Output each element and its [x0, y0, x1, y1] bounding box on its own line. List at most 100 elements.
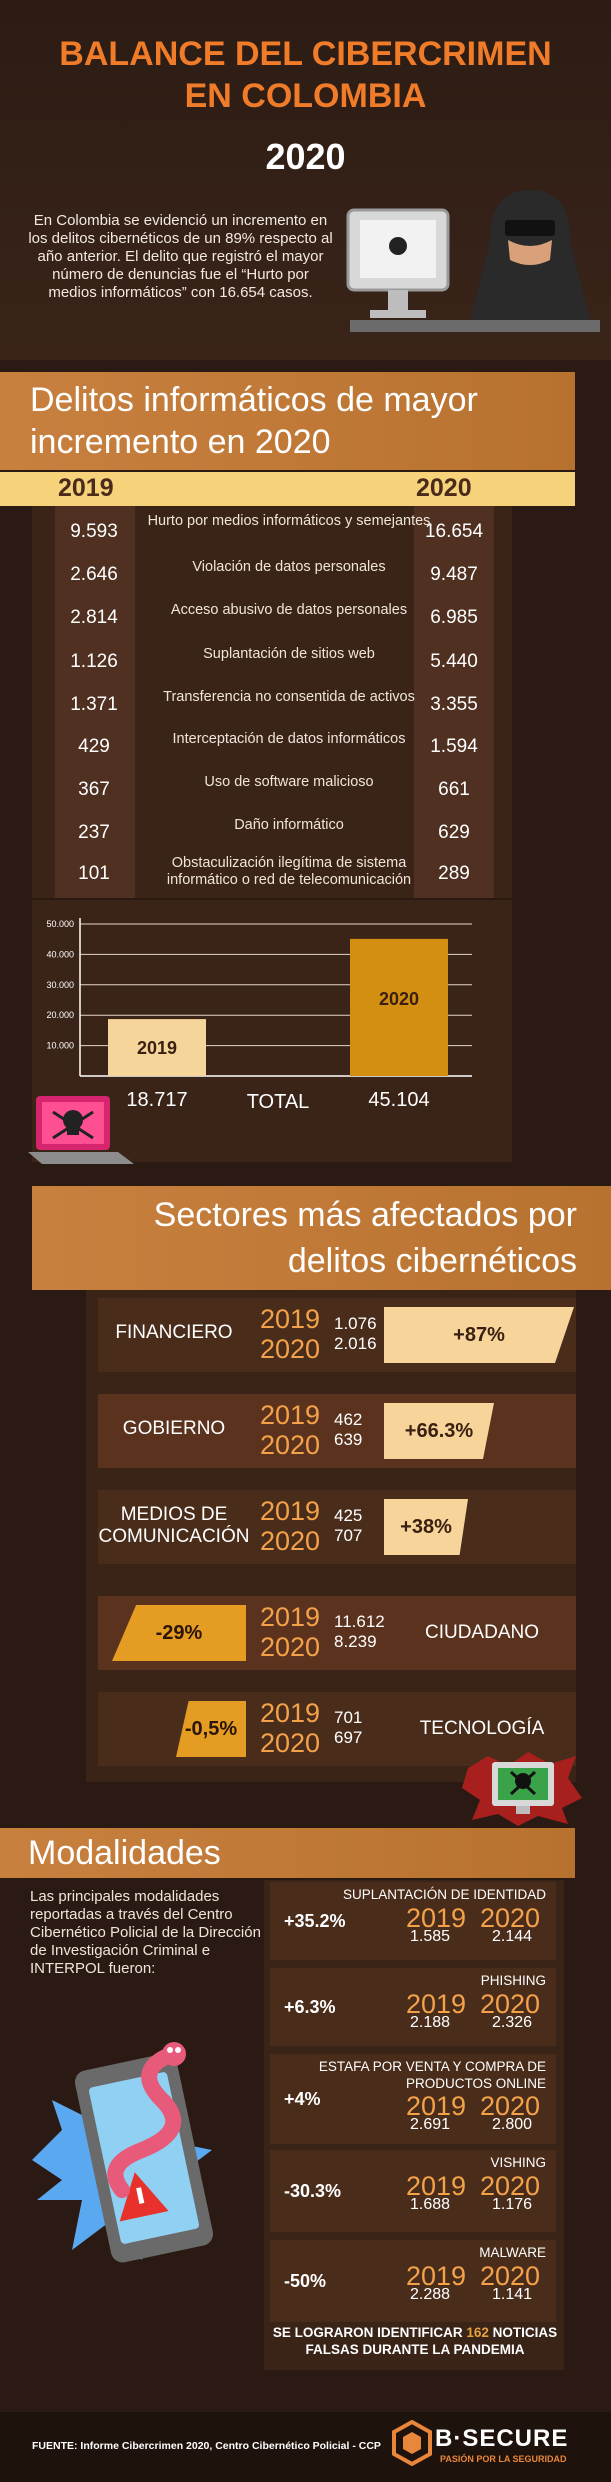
delito-label: Daño informático — [234, 817, 344, 833]
value-2019: 701 — [334, 1708, 363, 1727]
sector-values: 11.612 8.239 — [334, 1612, 385, 1652]
modalidades-heading-band: Modalidades — [0, 1828, 575, 1878]
sector-percent-badge: +87% — [384, 1307, 574, 1363]
value-2019: 429 — [78, 736, 110, 757]
sector-percent-badge: -29% — [112, 1605, 246, 1661]
year-2020: 2020 — [260, 1334, 321, 1364]
value-2020: 697 — [334, 1728, 363, 1747]
delitos-heading-band: Delitos informáticos de mayor incremento… — [0, 372, 575, 470]
y-tick-label: 30.000 — [46, 980, 74, 990]
laptop-skull-illustration — [28, 1096, 134, 1164]
delitos-year-row: 2019 2020 — [0, 472, 575, 506]
bar-2020 — [350, 938, 448, 1076]
year-2019: 2019 — [260, 1602, 321, 1632]
modalidad-year-2019: 2019 — [406, 2091, 467, 2121]
modalidad-value-2019: 2.288 — [410, 2286, 451, 2303]
sector-row: MEDIOS DE COMUNICACIÓN 2019 2020 425 707 +38% — [98, 1490, 576, 1564]
modalidad-percent: +35.2% — [284, 1911, 346, 1931]
value-2019: 1.126 — [70, 651, 118, 672]
modalidad-value-2020: 2.326 — [492, 2014, 533, 2031]
delitos-year-2020: 2020 — [416, 474, 472, 502]
value-2019: 237 — [78, 822, 110, 843]
sector-percent-badge: +38% — [384, 1499, 468, 1555]
modalidad-name: PHISHING — [480, 1973, 546, 1988]
title-line-2: EN COLOMBIA — [184, 77, 427, 115]
modalidad-percent: +4% — [284, 2089, 321, 2109]
value-2019: 425 — [334, 1506, 363, 1525]
sector-name: CIUDADANO — [424, 1622, 539, 1643]
modalidad-year-2020: 2020 — [480, 2171, 541, 2201]
delito-label: Obstaculización ilegítima de sistema inf… — [166, 855, 412, 888]
delito-label: Hurto por medios informáticos y semejant… — [147, 513, 431, 529]
delito-label: Acceso abusivo de datos personales — [170, 602, 408, 618]
delito-label: Transferencia no consentida de activos — [163, 689, 415, 705]
x-axis-label: TOTAL — [247, 1091, 310, 1113]
sector-years: 2019 2020 — [260, 1400, 320, 1460]
bsecure-logo-icon — [392, 2420, 432, 2466]
sectores-heading-line2: delitos cibernéticos — [287, 1242, 577, 1280]
y-tick-label: 20.000 — [46, 1010, 74, 1020]
falsas-pre: SE LOGRARON IDENTIFICAR — [272, 2325, 463, 2340]
modalidad-row: +6.3% PHISHING 2019 2020 2.188 2.326 — [270, 1968, 556, 2046]
modalidades-intro: Las principales modalidades reportadas a… — [30, 1888, 261, 1977]
value-2020: 5.440 — [430, 651, 478, 672]
year-2020: 2020 — [260, 1632, 321, 1662]
value-2020: 289 — [438, 863, 470, 884]
value-2019: 367 — [78, 779, 110, 800]
intro-text: En Colombia se evidenció un incremento e… — [28, 212, 333, 301]
year-2020: 2020 — [260, 1728, 321, 1758]
total-bar-chart: 10.000 20.000 30.000 40.000 50.000 2019 18.717… — [46, 918, 472, 1113]
brand-name: B·SECURE — [435, 2425, 569, 2452]
value-2019: 2.814 — [70, 607, 118, 628]
modalidades-heading: Modalidades — [28, 1834, 221, 1872]
sector-row: -0,5% 2019 2020 701 697 TECNOLOGÍA — [98, 1692, 576, 1766]
title-line-1: BALANCE DEL CIBERCRIMEN — [59, 35, 552, 73]
phone-virus-illustration — [32, 2042, 214, 2263]
value-2019: 1.076 — [334, 1314, 377, 1333]
sector-name: TECNOLOGÍA — [419, 1718, 545, 1739]
table-row: 367 Uso de software malicioso 661 — [32, 768, 512, 810]
modalidad-year-2020: 2020 — [480, 1989, 541, 2019]
modalidad-year-2019: 2019 — [406, 1989, 467, 2019]
modalidad-name: MALWARE — [479, 2245, 546, 2260]
value-2020: 6.985 — [430, 607, 478, 628]
sector-percent-badge: +66.3% — [384, 1403, 494, 1459]
bar-2019 — [108, 1019, 206, 1076]
modalidad-percent: -50% — [284, 2271, 327, 2291]
value-label: 45.104 — [368, 1089, 429, 1111]
sector-name: FINANCIERO — [115, 1322, 233, 1343]
table-row: 1.371 Transferencia no consentida de acti… — [32, 683, 512, 725]
delito-label: Uso de software malicioso — [204, 774, 374, 790]
sector-values: 425 707 — [334, 1506, 362, 1546]
modalidad-value-2019: 2.188 — [410, 2014, 451, 2031]
modalidad-value-2020: 1.176 — [492, 2196, 533, 2213]
hacker-computer-illustration — [346, 190, 600, 332]
year-2020: 2020 — [260, 1526, 321, 1556]
modalidad-year-2019: 2019 — [406, 2171, 467, 2201]
modalidad-row: -50% MALWARE 2019 2020 2.288 1.141 — [270, 2240, 556, 2322]
modalidad-row: +35.2% SUPLANTACIÓN DE IDENTIDAD 2019 2020 1… — [270, 1882, 556, 1960]
modalidad-year-2019: 2019 — [406, 1903, 467, 1933]
sector-row: -29% 2019 2020 11.612 8.239 CIUDADANO — [98, 1596, 576, 1670]
y-tick-label: 50.000 — [46, 919, 74, 929]
modalidad-value-2019: 2.691 — [410, 2116, 451, 2133]
year-2019: 2019 — [260, 1496, 321, 1526]
modalidad-percent: -30.3% — [284, 2181, 342, 2201]
table-row: 1.126 Suplantación de sitios web 5.440 — [32, 640, 512, 682]
modalidad-year-2020: 2020 — [480, 2091, 541, 2121]
table-row: 429 Interceptación de datos informáticos 1… — [32, 725, 512, 767]
delito-label: Violación de datos personales — [192, 559, 386, 575]
value-2020: 1.594 — [430, 736, 478, 757]
modalidad-value-2020: 2.144 — [492, 1928, 533, 1945]
value-2020: 639 — [334, 1430, 363, 1449]
delito-label: Suplantación de sitios web — [203, 646, 375, 662]
value-2019: 11.612 — [334, 1612, 385, 1631]
modalidad-year-2020: 2020 — [480, 2261, 541, 2291]
sector-percent-badge: -0,5% — [176, 1701, 246, 1757]
delitos-heading-line2: incremento en 2020 — [30, 423, 331, 461]
col-2020-background — [414, 506, 494, 898]
y-tick-label: 10.000 — [46, 1041, 74, 1051]
year-2020: 2020 — [260, 1430, 321, 1460]
year-2019: 2019 — [260, 1400, 321, 1430]
value-2019: 462 — [334, 1410, 363, 1429]
